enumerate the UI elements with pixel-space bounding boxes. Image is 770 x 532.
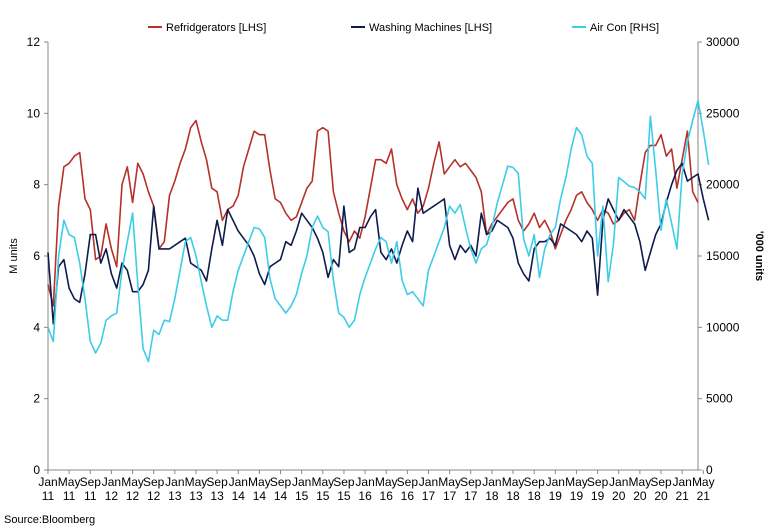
y-axis-left-title: M units: [8, 238, 20, 274]
x-tick-year: 13: [168, 489, 182, 503]
x-tick-month: Sep: [80, 475, 102, 489]
x-tick-month: May: [375, 475, 398, 489]
x-tick-month: Jan: [38, 475, 57, 489]
x-tick-year: 17: [464, 489, 478, 503]
y-left-tick-label: 6: [33, 249, 40, 263]
x-tick-year: 12: [126, 489, 140, 503]
x-tick-month: May: [502, 475, 525, 489]
x-tick-month: May: [438, 475, 461, 489]
x-tick-year: 16: [401, 489, 415, 503]
y-right-tick-label: 30000: [706, 35, 740, 49]
x-tick-year: 15: [337, 489, 351, 503]
y-left-tick-label: 0: [33, 463, 40, 477]
y-right-tick-label: 15000: [706, 249, 740, 263]
x-tick-month: May: [121, 475, 144, 489]
x-tick-month: May: [185, 475, 208, 489]
x-tick-month: Jan: [672, 475, 691, 489]
x-tick-month: Sep: [333, 475, 355, 489]
x-tick-year: 16: [358, 489, 372, 503]
x-tick-month: Jan: [229, 475, 248, 489]
series-line-3: [47, 99, 710, 363]
x-tick-year: 18: [506, 489, 520, 503]
x-tick-month: May: [248, 475, 271, 489]
x-tick-year: 12: [105, 489, 119, 503]
x-tick-month: May: [58, 475, 81, 489]
x-tick-year: 18: [527, 489, 541, 503]
x-tick-year: 11: [63, 489, 76, 503]
x-tick-month: Sep: [397, 475, 419, 489]
x-tick-year: 14: [253, 489, 267, 503]
x-tick-month: Jan: [419, 475, 438, 489]
series-line-2: [47, 162, 710, 325]
x-tick-month: Sep: [460, 475, 482, 489]
plot-area: [47, 99, 710, 363]
legend: Refridgerators [LHS] Washing Machines [LH…: [148, 22, 659, 34]
x-tick-year: 13: [189, 489, 203, 503]
legend-label-3: Air Con [RHS]: [590, 22, 659, 34]
x-tick-year: 19: [549, 489, 563, 503]
x-tick-month: Jan: [482, 475, 501, 489]
x-tick-month: Jan: [292, 475, 311, 489]
x-tick-month: Jan: [355, 475, 374, 489]
x-tick-year: 19: [570, 489, 584, 503]
x-tick-month: May: [692, 475, 715, 489]
x-tick-year: 11: [84, 489, 97, 503]
y-left-tick-label: 10: [27, 106, 41, 120]
y-right-tick-label: 10000: [706, 320, 740, 334]
x-tick-year: 20: [612, 489, 626, 503]
y-right-tick-label: 20000: [706, 178, 740, 192]
x-tick-year: 20: [654, 489, 668, 503]
x-tick-year: 15: [316, 489, 330, 503]
y-right-tick-label: 25000: [706, 106, 740, 120]
x-tick-month: May: [311, 475, 334, 489]
x-tick-year: 16: [380, 489, 394, 503]
x-tick-year: 14: [274, 489, 288, 503]
y-right-tick-label: 5000: [706, 392, 733, 406]
x-tick-month: Jan: [102, 475, 121, 489]
x-tick-year: 12: [147, 489, 161, 503]
x-tick-month: Sep: [206, 475, 228, 489]
x-tick-month: May: [629, 475, 652, 489]
x-tick-month: Jan: [546, 475, 565, 489]
x-tick-year: 21: [697, 489, 711, 503]
x-tick-month: Sep: [270, 475, 292, 489]
x-tick-year: 14: [232, 489, 246, 503]
x-tick-month: May: [565, 475, 588, 489]
x-tick-month: Jan: [609, 475, 628, 489]
legend-label-2: Washing Machines [LHS]: [369, 22, 492, 34]
x-tick-year: 11: [42, 489, 55, 503]
x-tick-month: Sep: [650, 475, 672, 489]
axes: 0 2 4 6 8 10 12 0 5000 10000 15000 20000 25000 30000 J…: [8, 35, 765, 503]
legend-label-1: Refridgerators [LHS]: [166, 22, 266, 34]
x-tick-year: 17: [422, 489, 436, 503]
x-tick-year: 15: [295, 489, 309, 503]
y-left-tick-label: 8: [33, 178, 40, 192]
x-tick-year: 21: [675, 489, 689, 503]
x-tick-month: Sep: [143, 475, 165, 489]
x-tick-year: 20: [633, 489, 647, 503]
source-note: Source:Bloomberg: [4, 514, 96, 526]
x-tick-month: Sep: [523, 475, 545, 489]
y-right-tick-label: 0: [706, 463, 713, 477]
x-tick-month: Jan: [165, 475, 184, 489]
y-left-tick-label: 2: [33, 392, 40, 406]
y-axis-right-title: '000 units: [753, 231, 765, 281]
y-left-tick-label: 4: [33, 320, 40, 334]
x-tick-year: 17: [443, 489, 457, 503]
x-tick-year: 13: [210, 489, 224, 503]
x-tick-year: 19: [591, 489, 605, 503]
x-tick-year: 18: [485, 489, 499, 503]
y-left-tick-label: 12: [27, 35, 41, 49]
x-tick-month: Sep: [587, 475, 609, 489]
